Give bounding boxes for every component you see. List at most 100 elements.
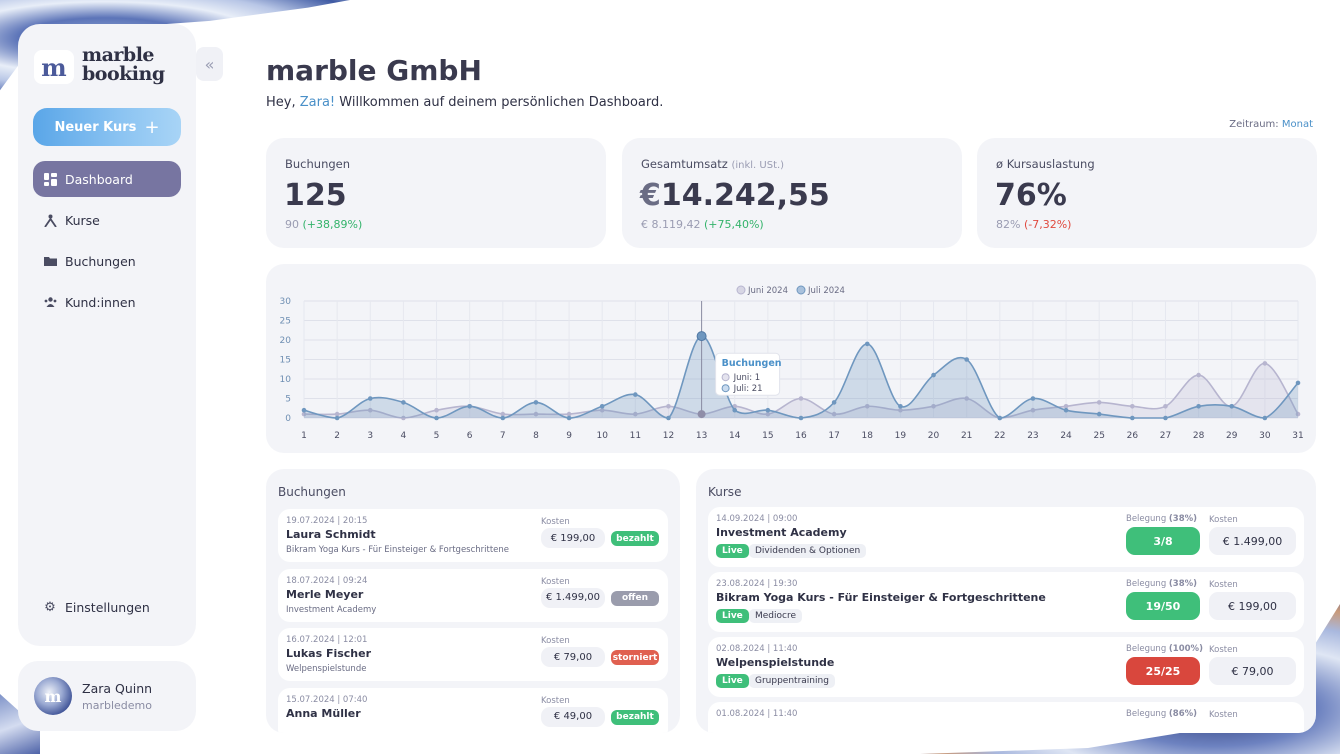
y-tick-label: 10 [280, 375, 292, 385]
booking-row[interactable]: 15.07.2024 | 07:40 Anna Müller Kosten € … [278, 687, 668, 733]
folder-icon [43, 254, 57, 268]
data-point [1163, 415, 1168, 421]
booking-row[interactable]: 16.07.2024 | 12:01 Lukas Fischer Welpens… [278, 628, 668, 681]
user-card[interactable]: m Zara Quinn marbledemo [18, 661, 196, 731]
kpi-value-number: 76% [995, 178, 1067, 213]
cost-label: Kosten [1209, 645, 1238, 655]
data-point [633, 392, 638, 397]
course-name: Welpenspielstunde [716, 656, 835, 669]
course-row[interactable]: 23.08.2024 | 19:30 Bikram Yoga Kurs - Fü… [708, 572, 1304, 632]
x-tick-label: 16 [795, 431, 807, 441]
data-point [1295, 380, 1301, 386]
data-point [964, 396, 969, 401]
x-tick-label: 17 [828, 431, 839, 441]
data-point [566, 415, 572, 421]
plus-icon: + [144, 116, 160, 138]
booking-row[interactable]: 19.07.2024 | 20:15 Laura Schmidt Bikram … [278, 509, 668, 562]
tooltip-box [715, 352, 781, 396]
y-tick-label: 20 [280, 336, 292, 346]
course-row[interactable]: 02.08.2024 | 11:40 Welpenspielstunde Bel… [708, 637, 1304, 697]
avatar: m [34, 677, 72, 715]
period-label: Zeitraum: [1229, 119, 1282, 130]
x-tick-label: 24 [1060, 431, 1072, 441]
x-tick-label: 12 [663, 431, 674, 441]
data-point [732, 407, 738, 413]
course-name: Bikram Yoga Kurs - Für Einsteiger & Fort… [716, 591, 1046, 604]
bookings-panel-title: Buchungen [278, 485, 346, 499]
sidebar-item-kundinnen[interactable]: Kund:innen [33, 284, 181, 320]
new-course-button[interactable]: Neuer Kurs + [33, 108, 181, 146]
course-category-tag: Mediocre [749, 609, 803, 623]
user-name: Zara Quinn [82, 681, 153, 696]
data-point [434, 415, 439, 421]
course-row[interactable]: 01.08.2024 | 11:40 Belegung (86%) Kosten [708, 702, 1304, 733]
collapse-sidebar-button[interactable]: « [196, 47, 223, 81]
y-tick-label: 0 [285, 414, 291, 424]
kpi-value: 76% [995, 178, 1067, 213]
logo-icon: m [34, 50, 74, 84]
data-point [1030, 396, 1036, 401]
kpi-currency: € [640, 178, 661, 213]
x-tick-label: 18 [862, 431, 874, 441]
legend-swatch [736, 285, 746, 295]
data-point [1063, 407, 1069, 413]
bookings-chart: 0 5 10 15 20 25 30 1 2 3 4 5 6 7 8 9 10 11 12 13 14 15 16 17 18 1… [266, 264, 1316, 453]
live-badge: Live [716, 609, 749, 623]
highlight-point [696, 331, 707, 342]
occupancy-pill: 3/8 [1126, 527, 1200, 555]
kpi-compare-value: 82% [996, 218, 1021, 231]
kpi-compare: 82% (-7,32%) [996, 218, 1071, 231]
data-point [864, 404, 870, 409]
x-tick-label: 2 [334, 431, 340, 441]
sidebar-item-dashboard[interactable]: Dashboard [33, 161, 181, 197]
courses-panel: Kurse 14.09.2024 | 09:00 Investment Acad… [696, 469, 1316, 733]
data-point [931, 372, 936, 378]
sidebar-item-buchungen[interactable]: Buchungen [33, 243, 181, 279]
period-selector[interactable]: Zeitraum: Monat [1229, 119, 1313, 130]
booking-row[interactable]: 18.07.2024 | 09:24 Merle Meyer Investmen… [278, 568, 668, 622]
sidebar-item-label: Einstellungen [65, 599, 150, 615]
x-tick-label: 26 [1127, 431, 1139, 441]
courses-icon [43, 213, 57, 227]
x-tick-label: 6 [467, 431, 473, 441]
course-name: Investment Academy [716, 526, 847, 539]
logo-text: marble booking [82, 46, 165, 84]
tooltip-swatch [721, 384, 730, 393]
booking-cost: € 49,00 [541, 706, 605, 727]
booking-status-badge: bezahlt [611, 531, 659, 546]
sidebar-item-kurse[interactable]: Kurse [33, 202, 181, 238]
x-tick-label: 28 [1193, 431, 1205, 441]
booking-date: 16.07.2024 | 12:01 [286, 635, 368, 645]
data-point [1130, 404, 1135, 409]
x-tick-label: 20 [928, 431, 940, 441]
sidebar-item-label: Dashboard [65, 171, 133, 187]
kpi-label: Buchungen [285, 157, 350, 171]
series-area [304, 336, 1298, 418]
customers-icon [43, 295, 57, 309]
kpi-label: Gesamtumsatz (inkl. USt.) [641, 157, 784, 171]
occupancy-label-text: Belegung [1126, 579, 1167, 589]
x-tick-label: 7 [500, 431, 506, 441]
dashboard-icon [43, 172, 57, 186]
kpi-card-revenue: Gesamtumsatz (inkl. USt.) €14.242,55 € 8… [622, 138, 962, 248]
data-point [997, 415, 1003, 421]
data-point [798, 415, 804, 421]
data-point [1096, 400, 1102, 405]
cost-label: Kosten [541, 636, 570, 646]
tooltip-title: Buchungen [722, 358, 782, 369]
booking-status-badge: bezahlt [611, 709, 659, 725]
data-point [367, 396, 373, 401]
occupancy-percent: (38%) [1168, 514, 1198, 524]
sidebar-item-einstellungen[interactable]: ⚙ Einstellungen [33, 589, 181, 625]
x-tick-label: 19 [895, 431, 907, 441]
data-point [765, 411, 771, 417]
course-row[interactable]: 14.09.2024 | 09:00 Investment Academy Be… [708, 507, 1304, 567]
y-tick-label: 15 [280, 356, 291, 366]
data-point [367, 407, 373, 413]
period-value: Monat [1281, 119, 1313, 130]
kpi-compare: € 8.119,42 (+75,40%) [641, 218, 764, 231]
data-point [599, 407, 605, 413]
data-point [533, 411, 539, 417]
data-point [533, 400, 539, 405]
kpi-delta: (+38,89%) [302, 218, 363, 231]
